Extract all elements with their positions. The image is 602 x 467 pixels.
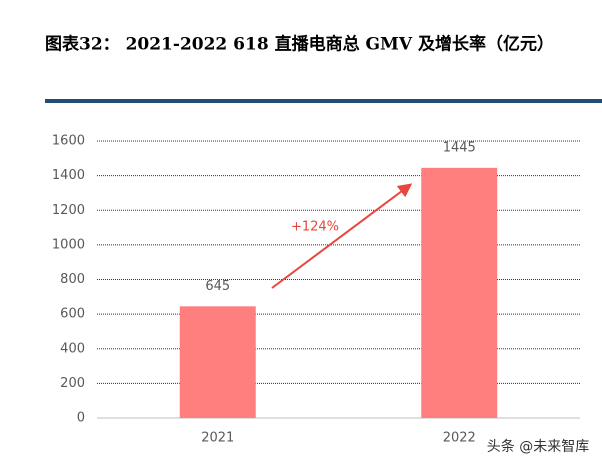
growth-arrow bbox=[271, 183, 413, 289]
x-tick-label: 2021 bbox=[201, 431, 234, 446]
title-rule bbox=[45, 99, 602, 103]
y-tick-label: 200 bbox=[60, 376, 85, 391]
y-tick-label: 400 bbox=[60, 341, 85, 356]
y-tick-label: 0 bbox=[77, 411, 85, 426]
watermark: 头条 @未来智库 bbox=[487, 438, 589, 455]
annotation: +124% bbox=[291, 220, 339, 235]
y-tick-label: 1400 bbox=[52, 168, 85, 183]
y-tick-label: 800 bbox=[60, 272, 85, 287]
bar bbox=[179, 306, 256, 418]
chart-title: 图表32： 2021-2022 618 直播电商总 GMV 及增长率（亿元） bbox=[45, 34, 554, 55]
data-label: 645 bbox=[205, 279, 230, 294]
data-label: 1445 bbox=[443, 140, 476, 155]
y-tick-label: 600 bbox=[60, 307, 85, 322]
y-tick-label: 1600 bbox=[52, 134, 85, 149]
bar bbox=[421, 167, 498, 418]
y-tick-label: 1200 bbox=[52, 203, 85, 218]
y-tick-label: 1000 bbox=[52, 237, 85, 252]
x-tick-label: 2022 bbox=[443, 431, 476, 446]
